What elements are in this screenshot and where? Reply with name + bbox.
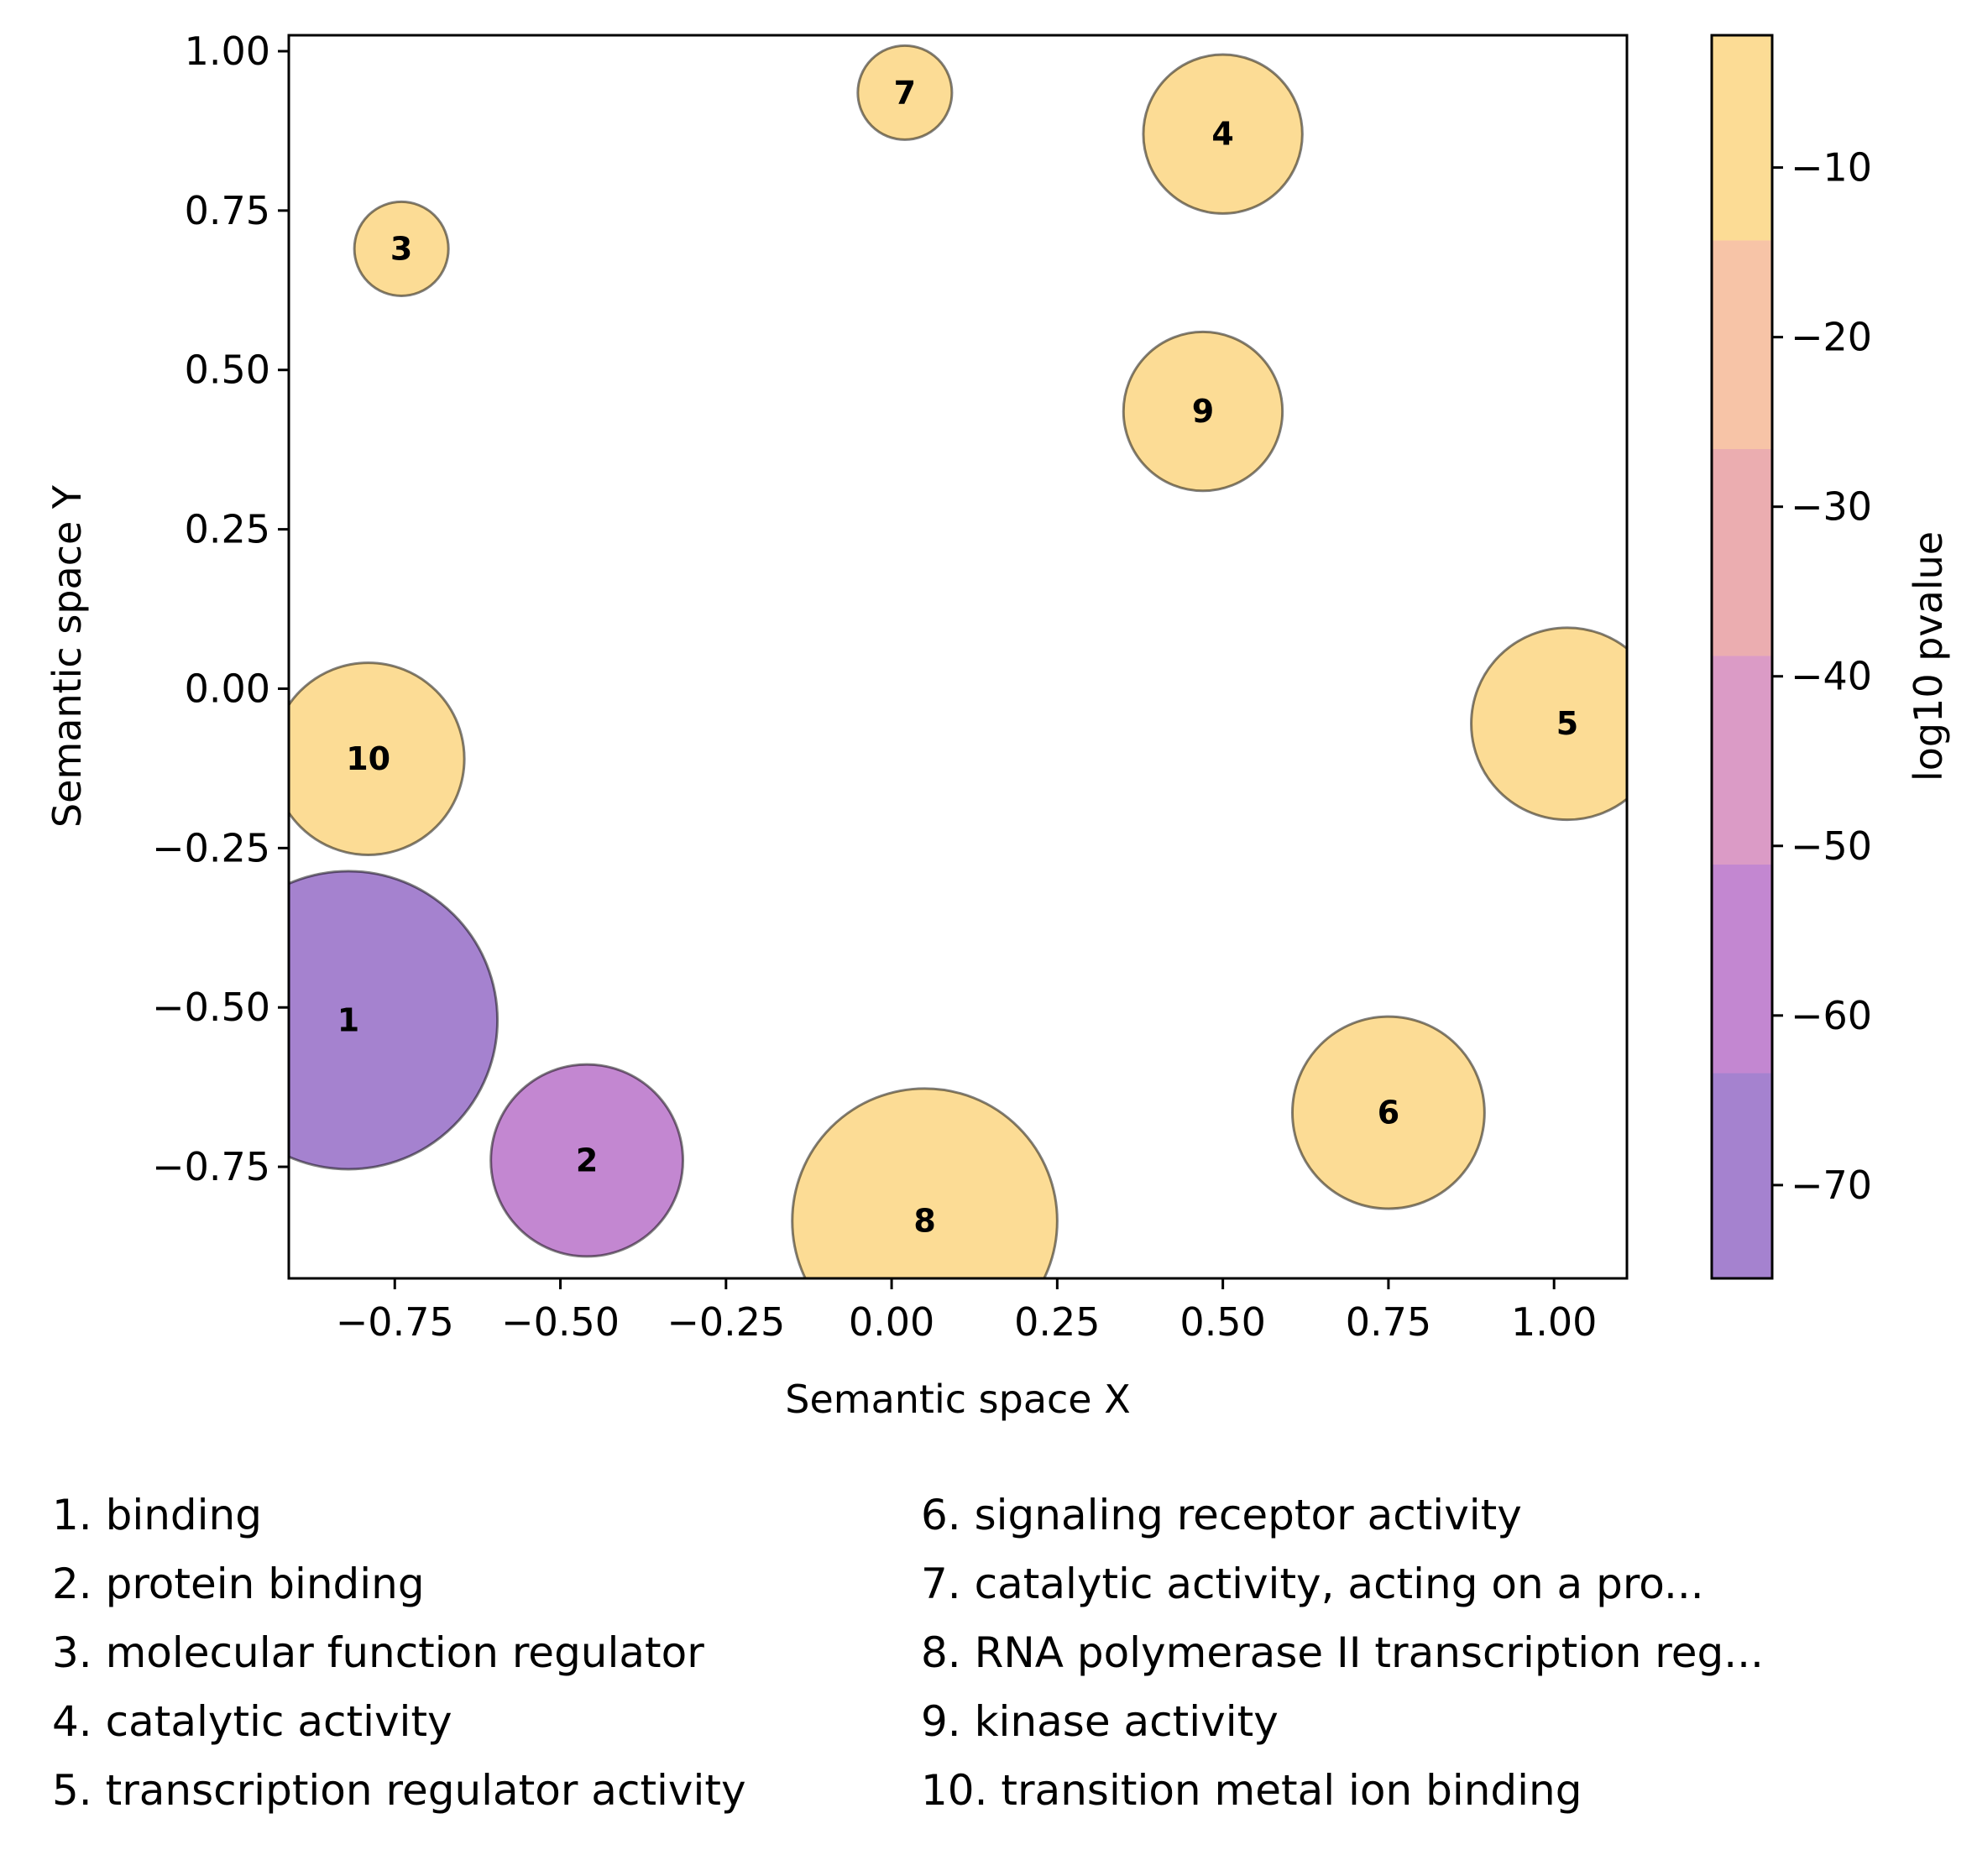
- bubble-label-10: 10: [346, 740, 390, 777]
- y-tick-label: 0.75: [185, 188, 270, 233]
- x-tick-label: 0.50: [1179, 1299, 1265, 1345]
- bubble-1: [289, 870, 499, 1171]
- colorbar-band-2: [1712, 865, 1772, 1074]
- colorbar-tick-label: −20: [1791, 315, 1872, 360]
- y-axis-label: Semantic space Y: [44, 484, 90, 828]
- bubble-label-2: 2: [576, 1142, 598, 1178]
- x-tick-label: 1.00: [1511, 1299, 1597, 1345]
- plot-frame: [287, 34, 1629, 1280]
- legend-item-2: 2. protein binding: [52, 1560, 425, 1608]
- x-tick-label: −0.25: [667, 1299, 785, 1345]
- colorbar-band-1: [1712, 1073, 1772, 1278]
- colorbar-tick-label: −50: [1791, 823, 1872, 869]
- colorbar-band-6: [1712, 35, 1772, 241]
- y-tick-label: −0.50: [152, 985, 270, 1030]
- bubble-6: [1291, 1015, 1486, 1210]
- y-tick-label: 0.50: [185, 348, 270, 393]
- bubble-label-4: 4: [1211, 116, 1233, 153]
- colorbar-tick-label: −30: [1791, 484, 1872, 530]
- legend-item-1: 1. binding: [52, 1491, 262, 1539]
- y-tick-label: 1.00: [185, 29, 270, 74]
- bubble-label-5: 5: [1556, 705, 1578, 742]
- colorbar-label: log10 pvalue: [1906, 531, 1951, 781]
- colorbar-tick-label: −60: [1791, 993, 1872, 1038]
- legend-item-8: 8. RNA polymerase II transcription reg..…: [921, 1628, 1764, 1677]
- colorbar-band-4: [1712, 448, 1772, 656]
- bubble-7: [856, 44, 954, 141]
- y-tick-label: 0.25: [185, 507, 270, 552]
- colorbar-band-3: [1712, 656, 1772, 865]
- bubble-9: [1122, 330, 1284, 493]
- colorbar-frame: [1710, 34, 1774, 1280]
- bubble-2: [489, 1063, 685, 1258]
- legend-item-10: 10. transition metal ion binding: [921, 1766, 1582, 1815]
- bubble-label-9: 9: [1192, 393, 1214, 430]
- bubble-label-8: 8: [913, 1203, 935, 1240]
- y-tick-label: 0.00: [185, 666, 270, 711]
- y-tick-label: −0.25: [152, 825, 270, 870]
- x-tick-label: −0.50: [501, 1299, 620, 1345]
- legend-item-9: 9. kinase activity: [921, 1697, 1279, 1746]
- x-tick-label: 0.75: [1346, 1299, 1431, 1345]
- bubble-label-1: 1: [337, 1001, 359, 1038]
- colorbar-tick-label: −10: [1791, 145, 1872, 191]
- bubble-label-3: 3: [390, 230, 412, 267]
- bubble-10: [289, 661, 466, 856]
- legend-item-5: 5. transcription regulator activity: [52, 1766, 746, 1815]
- colorbar-tick-label: −70: [1791, 1163, 1872, 1208]
- colorbar-tick-label: −40: [1791, 654, 1872, 699]
- colorbar-band-5: [1712, 240, 1772, 449]
- legend-item-3: 3. molecular function regulator: [52, 1628, 704, 1677]
- legend-item-4: 4. catalytic activity: [52, 1697, 452, 1746]
- x-axis-label: Semantic space X: [785, 1377, 1130, 1422]
- bubble-5: [1470, 626, 1627, 822]
- bubble-4: [1142, 53, 1304, 215]
- x-tick-label: 0.25: [1014, 1299, 1100, 1345]
- x-tick-label: 0.00: [849, 1299, 934, 1345]
- bubble-label-6: 6: [1378, 1095, 1399, 1131]
- y-tick-label: −0.75: [152, 1144, 270, 1189]
- legend-item-7: 7. catalytic activity, acting on a pro..…: [921, 1560, 1704, 1608]
- legend-item-6: 6. signaling receptor activity: [921, 1491, 1522, 1539]
- x-tick-label: −0.75: [336, 1299, 454, 1345]
- bubble-3: [353, 200, 450, 297]
- bubble-8: [791, 1087, 1059, 1278]
- bubble-label-7: 7: [894, 74, 916, 111]
